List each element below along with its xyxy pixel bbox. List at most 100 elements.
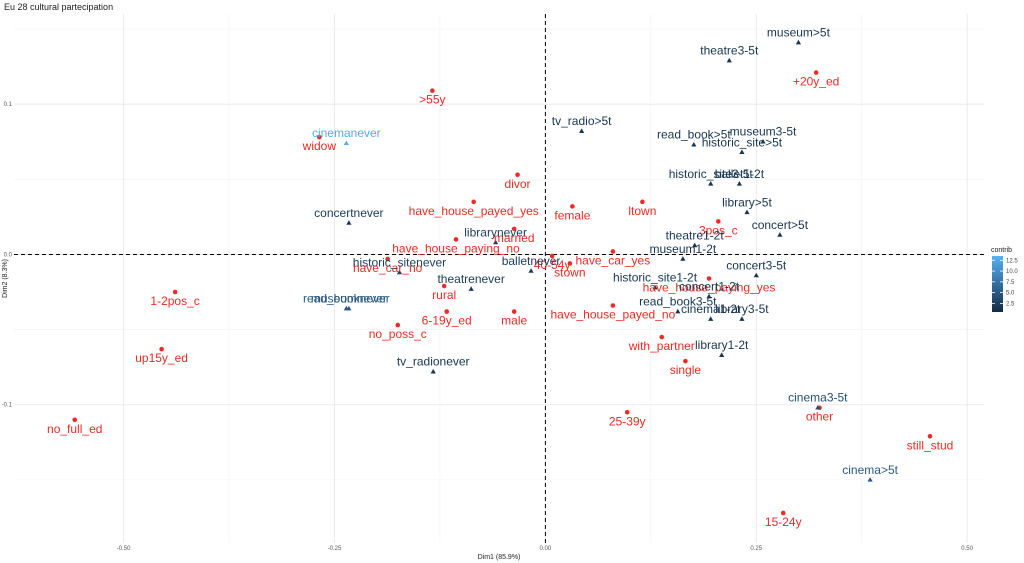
individual-point [567,261,573,266]
variable-point [343,140,349,146]
individual-label: have_house_payed_yes [409,204,539,218]
individual-label: ltown [628,204,656,218]
individual-label: married [494,231,535,245]
variable-point [760,138,766,144]
variable-label: read_book>5t [657,128,731,142]
individual-point [441,283,447,289]
individual-point [927,433,933,439]
individual-label: have_house_payed_no [550,308,675,322]
individual-label: no_poss_c [369,327,427,341]
individual-label: divor [505,177,531,191]
y-axis-label: Dim2 (8.3%) [2,259,9,298]
variable-label: theatre1-2t [666,228,725,242]
individual-label: single [670,363,702,377]
variable-label: cinema3-5t [788,391,848,405]
variable-point [346,220,352,225]
individual-label: rural [432,288,456,302]
variable-point [430,368,436,374]
variable-point [719,352,725,357]
individual-label: have_house_paying_yes [643,281,776,295]
variable-label: cinemanever [312,126,381,140]
variable-point [396,269,403,275]
individual-label: 25-39y [609,414,646,428]
variable-point [691,141,697,147]
variable-point [744,209,750,215]
chart-title: Eu 28 cultural partecipation [4,2,113,12]
axis-ticks: -0.50 -0.25 0.00 0.25 0.50 -0.1 0.0 0.1 [2,102,974,552]
individual-point [659,334,665,340]
individual-point [317,134,322,140]
variable-label: concertnever [314,206,383,220]
reference-lines [14,14,984,543]
y-tick-label: 0.1 [4,102,13,108]
individual-point [640,199,645,205]
individual-point [172,289,178,295]
variable-label: ballet1-2t [715,167,765,181]
variable-label: historic_site>5t [702,135,783,149]
variable-point [708,316,714,321]
variable-point [680,256,686,261]
individual-label: +20y_ed [793,75,839,89]
legend-tick-label: 10.0 [1006,269,1018,275]
variable-point [736,181,742,186]
individual-point [159,346,164,352]
individual-point [780,510,786,516]
individual-point [385,256,390,262]
x-tick-label: -0.25 [328,546,342,552]
variable-point [708,181,714,186]
variable-label: cinema1-2t [681,302,741,316]
y-tick-label: 0.0 [4,252,13,258]
individual-label: have_car_yes [576,253,651,267]
individual-point [395,322,401,328]
variable-point [726,57,732,63]
individual-point [683,358,688,364]
variable-point [692,242,698,248]
variable-label: museum1-2t [650,242,717,256]
individual-label: 40-54y [534,258,571,272]
individual-label: have_house_paying_no [392,241,520,255]
legend: contrib 2.5 5.0 7.5 10.0 12.5 [991,247,1018,312]
legend-title: contrib [991,247,1012,254]
variable-point [815,404,821,410]
individual-label: stown [554,265,585,279]
variable-point [753,272,759,278]
individual-point [549,253,555,259]
variable-label: historic_sitenever [353,255,446,269]
variable-point [739,316,745,321]
legend-tick-label: 12.5 [1006,258,1018,264]
individual-label: male [501,314,527,328]
variable-label: read_book3-5t [639,295,717,309]
variable-label: concert1-2t [679,280,740,294]
individual-label: 15-24y [765,515,802,529]
variable-label: librarynever [464,225,527,239]
x-tick-label: 0.25 [750,546,762,552]
variable-label: theatre3-5t [700,44,759,58]
individual-point [471,199,476,205]
individual-label: female [554,208,590,222]
legend-tick-label: 5.0 [1006,291,1015,297]
variable-point [795,39,802,45]
variable-point [343,305,349,311]
individual-label: >55y [419,93,445,107]
individual-label: no_full_ed [47,422,102,436]
variable-label: balletnever [502,254,561,268]
variable-point [867,477,873,482]
legend-colorbar [992,256,1003,312]
x-axis-label: Dim1 (85.9%) [478,554,521,561]
individual-point [706,276,712,281]
individual-point [716,219,721,224]
legend-tick-label: 2.5 [1006,301,1015,307]
variable-point [652,284,658,290]
points [72,39,933,516]
individual-point [610,249,616,254]
x-tick-label: 0.50 [961,546,973,552]
individual-label: 3pos_c [699,223,738,237]
individual-label: 1-2pos_c [150,294,199,308]
variable-label: theatrenever [437,272,504,286]
variable-label: library3-5t [715,302,769,316]
individual-point [444,309,450,314]
variable-point [706,293,712,299]
individual-label: with_partner [628,339,695,353]
